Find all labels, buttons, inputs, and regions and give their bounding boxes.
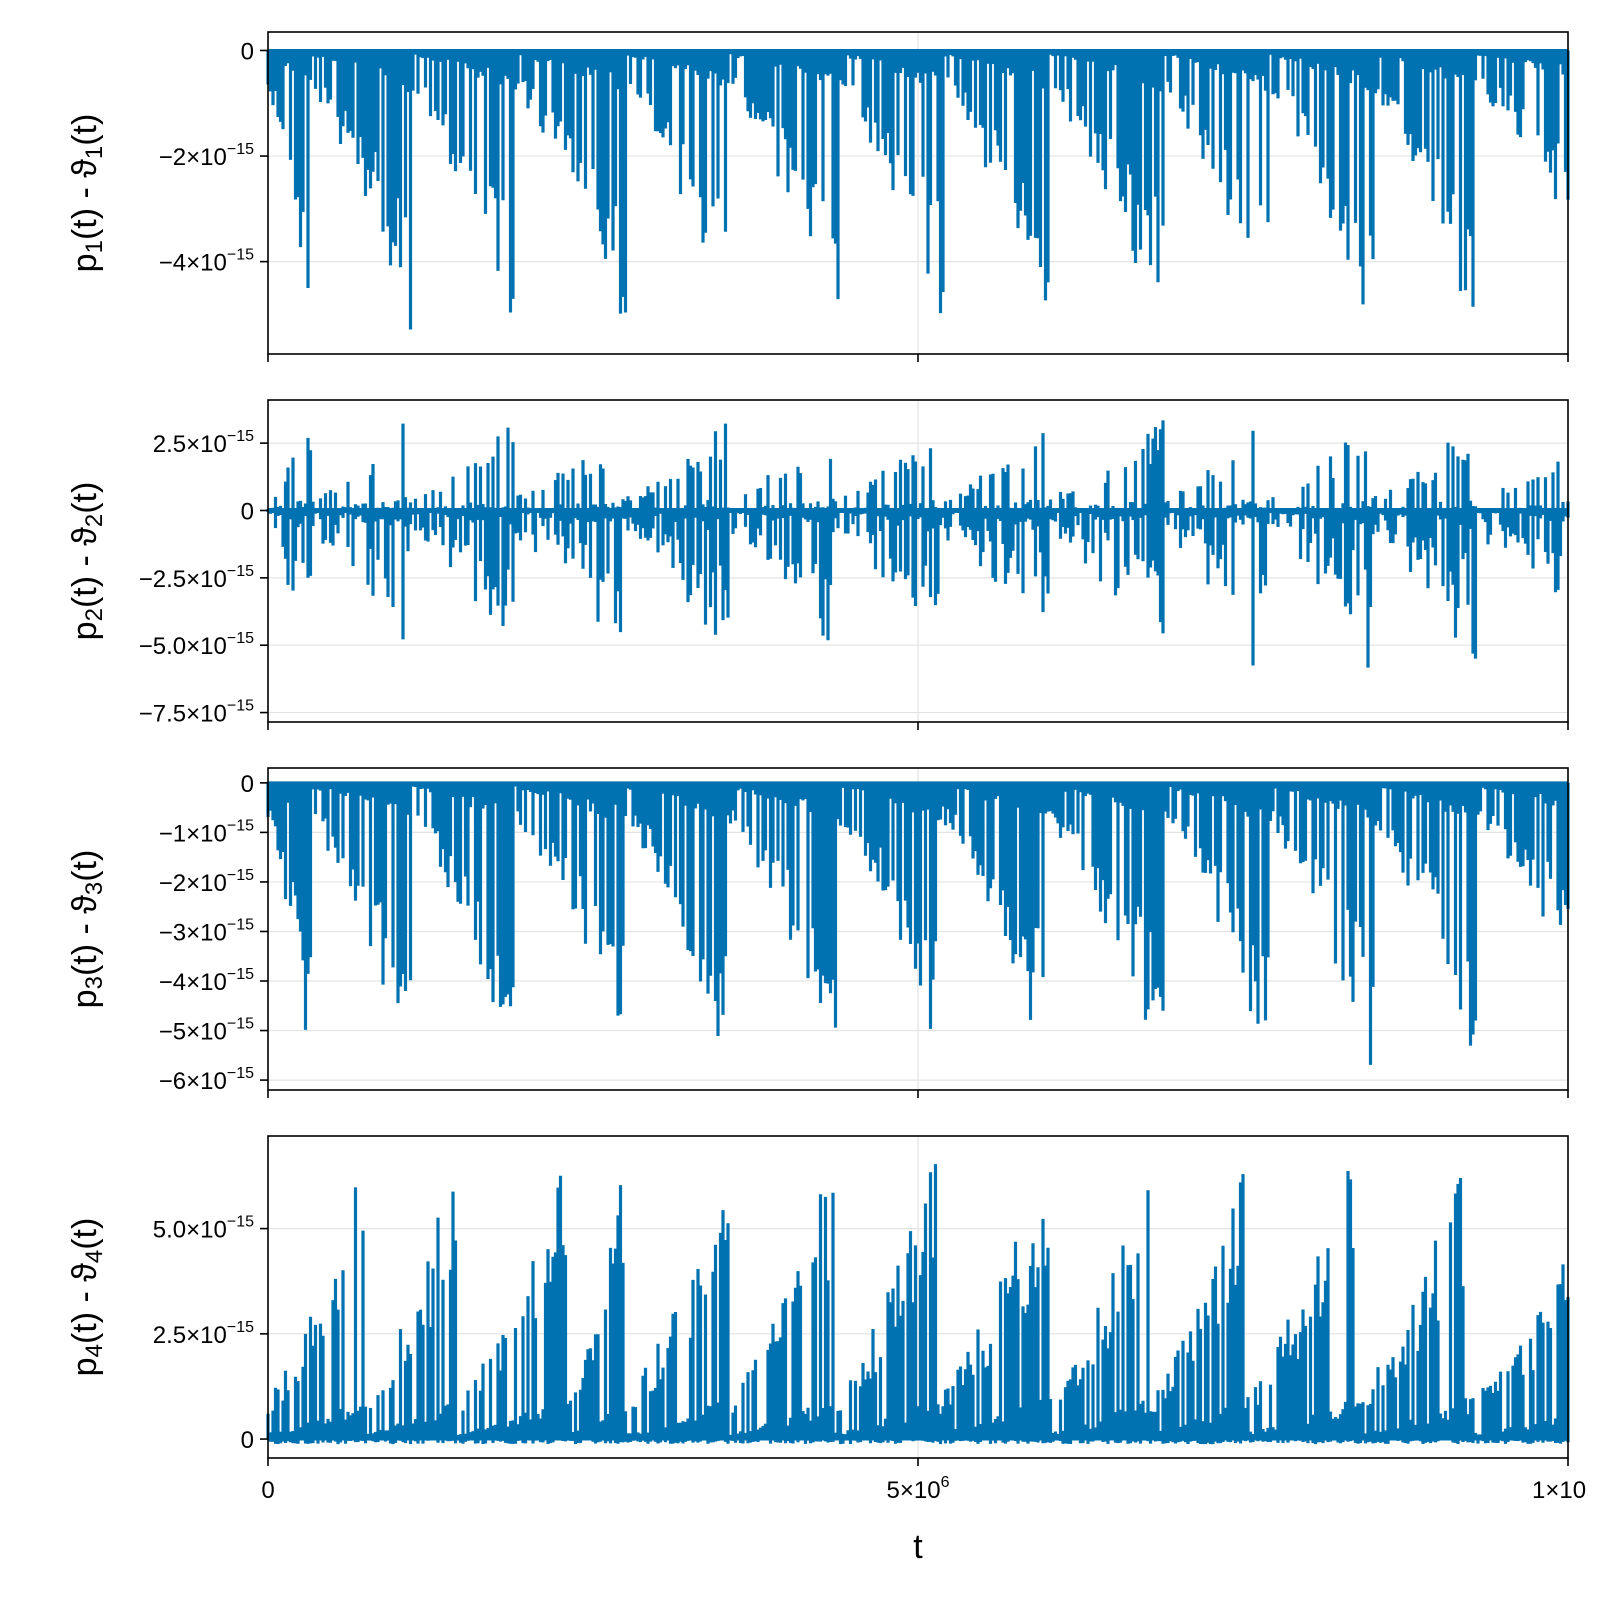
y-tick-label: −7.5×10−15 — [139, 698, 254, 728]
x-tick-label: 0 — [261, 1477, 274, 1504]
y-axis-label: p2(t) - ϑ2(t) — [66, 482, 108, 641]
y-tick-label: −2.5×10−15 — [139, 563, 254, 593]
y-tick-label: −3×10−15 — [159, 916, 254, 946]
series-line — [266, 782, 1570, 1065]
y-tick-label: 0 — [241, 38, 254, 65]
panel-4: 5.0×10−15 2.5×10−15 0 p4(t) - ϑ4(t) — [66, 1135, 1570, 1466]
series-line — [266, 1164, 1570, 1445]
y-tick-label: 0 — [241, 1427, 254, 1454]
panel-3: 0 −1×10−15 −2×10−15 −3×10−15 −4×10−15 −5×10−1… — [66, 767, 1570, 1098]
x-tick-label: 5×106 — [887, 1474, 950, 1504]
y-axis-label: p4(t) - ϑ4(t) — [66, 1218, 108, 1377]
x-tick-label: 1×10 — [1532, 1477, 1586, 1504]
y-tick-label: −6×10−15 — [159, 1065, 254, 1095]
series-line — [266, 420, 1570, 668]
y-tick-label: 2.5×10−15 — [153, 428, 254, 458]
y-tick-label: −5×10−15 — [159, 1016, 254, 1046]
series-line — [266, 50, 1570, 330]
y-tick-label: 0 — [241, 498, 254, 525]
y-axis-label: p1(t) - ϑ1(t) — [66, 114, 108, 273]
y-axis-label: p3(t) - ϑ3(t) — [66, 850, 108, 1009]
y-tick-label: −1×10−15 — [159, 817, 254, 847]
y-tick-label: −4×10−15 — [159, 966, 254, 996]
y-tick-label: 2.5×10−15 — [153, 1319, 254, 1349]
panel-2: 2.5×10−15 0 −2.5×10−15 −5.0×10−15 −7.5×10−15… — [66, 399, 1570, 730]
y-tick-label: −4×10−15 — [159, 247, 254, 277]
y-tick-label: −5.0×10−15 — [139, 630, 254, 660]
y-tick-label: 0 — [241, 771, 254, 798]
y-tick-label: 5.0×10−15 — [153, 1214, 254, 1244]
x-axis: 0 5×106 1×10 t — [261, 1474, 1586, 1566]
y-tick-label: −2×10−15 — [159, 141, 254, 171]
x-axis-label: t — [913, 1528, 923, 1566]
panel-1: 0 −2×10−15 −4×10−15 p1(t) - ϑ1(t) — [66, 31, 1570, 362]
y-tick-label: −2×10−15 — [159, 867, 254, 897]
